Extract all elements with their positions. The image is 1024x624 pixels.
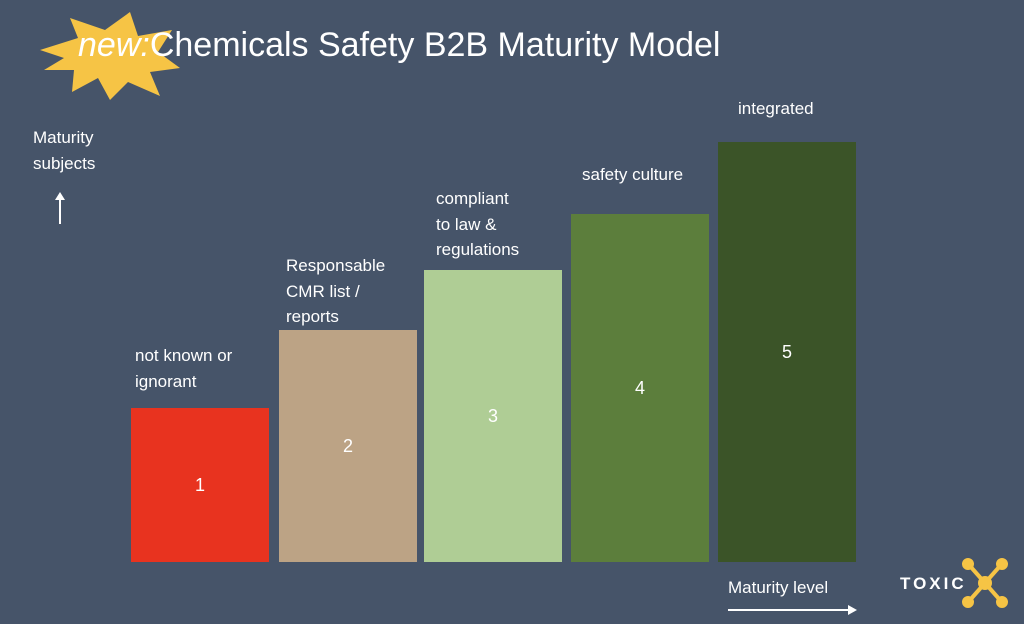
level-description-line: integrated bbox=[738, 99, 814, 118]
level-number: 4 bbox=[634, 377, 645, 398]
level-description: safety culture bbox=[582, 162, 683, 188]
level-description-line: to law & bbox=[436, 214, 497, 234]
y-axis-label: Maturity subjects bbox=[33, 125, 95, 176]
y-axis-label-line: subjects bbox=[33, 153, 96, 173]
level-description-line: CMR list / bbox=[286, 281, 360, 301]
level-description: Responsable CMR list / reports bbox=[286, 253, 385, 330]
level-description-line: regulations bbox=[436, 240, 520, 259]
level-bar: 2 bbox=[279, 330, 417, 562]
title-highlight: new: bbox=[78, 26, 150, 64]
starburst bbox=[40, 12, 180, 100]
logo-mark bbox=[962, 558, 1008, 608]
level-number: 3 bbox=[487, 405, 498, 426]
level-description-line: safety culture bbox=[582, 165, 684, 184]
level-description: integrated bbox=[738, 96, 814, 122]
level-description-line: compliant bbox=[436, 189, 509, 208]
level-number: 2 bbox=[342, 435, 353, 456]
title: new:Chemicals Safety B2B Maturity Model bbox=[78, 26, 721, 65]
level-description-line: ignorant bbox=[135, 371, 197, 391]
level-bar: 4 bbox=[571, 214, 709, 562]
level-description-line: not known or bbox=[135, 346, 233, 365]
logo: TOXIC bbox=[900, 574, 967, 593]
level-description-line: Responsable bbox=[286, 256, 386, 275]
level-bar: 5 bbox=[718, 142, 856, 562]
title-text: Chemicals Safety B2B Maturity Model bbox=[149, 26, 721, 64]
level-number: 1 bbox=[194, 474, 205, 495]
level-description-line: reports bbox=[286, 307, 339, 326]
level-bar: 1 bbox=[131, 408, 269, 562]
level-number: 5 bbox=[781, 341, 792, 362]
level-description: compliant to law & regulations bbox=[436, 186, 519, 263]
up-arrow-head bbox=[55, 192, 65, 200]
right-arrow-head bbox=[848, 605, 857, 615]
x-axis-label: Maturity level bbox=[728, 578, 829, 597]
level-description: not known or ignorant bbox=[135, 343, 232, 394]
y-axis-label-line: Maturity bbox=[33, 128, 94, 147]
level-bar: 3 bbox=[424, 270, 562, 562]
